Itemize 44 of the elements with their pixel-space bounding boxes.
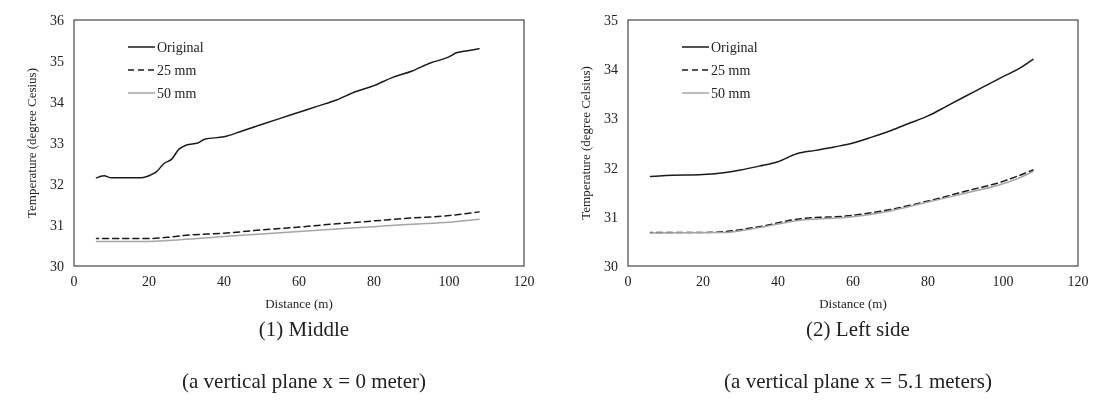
y-tick-label: 30 bbox=[604, 259, 618, 274]
y-tick-label: 34 bbox=[50, 95, 64, 110]
text: (a vertical plane x = 0 meter) bbox=[182, 369, 426, 393]
text: (a vertical plane x = 5.1 meters) bbox=[724, 369, 992, 393]
y-tick-label: 34 bbox=[604, 62, 618, 78]
x-tick-label: 60 bbox=[292, 274, 306, 289]
x-tick-label: 100 bbox=[992, 274, 1014, 289]
y-tick-label: 32 bbox=[50, 177, 64, 192]
x-tick-label: 80 bbox=[921, 274, 935, 289]
y-tick-label: 33 bbox=[604, 111, 618, 127]
x-tick-label: 20 bbox=[142, 274, 156, 289]
y-tick-label: 31 bbox=[604, 209, 618, 225]
line-series bbox=[649, 58, 1034, 178]
legend-label: 50 mm bbox=[711, 86, 751, 101]
line-series bbox=[95, 218, 480, 243]
legend-label: Original bbox=[157, 40, 204, 55]
x-tick-label: 60 bbox=[846, 274, 860, 289]
y-tick-label: 35 bbox=[50, 54, 64, 69]
y-tick-label: 30 bbox=[50, 259, 64, 274]
y-tick-label: 32 bbox=[604, 160, 618, 176]
text: (2) Left side bbox=[806, 317, 910, 341]
legend-label: 25 mm bbox=[157, 63, 197, 78]
text: (1) Middle bbox=[258, 317, 350, 341]
x-axis-title: Distance (m) bbox=[265, 296, 333, 311]
y-tick-label: 31 bbox=[50, 218, 64, 233]
y-tick-label: 33 bbox=[50, 136, 64, 151]
line-series bbox=[95, 211, 480, 240]
x-tick-label: 120 bbox=[513, 274, 535, 289]
x-tick-label: 0 bbox=[70, 274, 78, 289]
y-axis-title: Temperature (degree Celsius) bbox=[578, 66, 593, 220]
legend-label: 50 mm bbox=[157, 86, 197, 101]
x-tick-label: 40 bbox=[217, 274, 231, 289]
y-tick-label: 36 bbox=[50, 13, 64, 28]
x-tick-label: 120 bbox=[1067, 274, 1089, 289]
x-tick-label: 80 bbox=[367, 274, 381, 289]
legend-label: Original bbox=[711, 40, 758, 55]
x-tick-label: 0 bbox=[624, 274, 632, 289]
x-tick-label: 40 bbox=[771, 274, 785, 289]
x-axis-title: Distance (m) bbox=[819, 296, 887, 311]
x-tick-label: 20 bbox=[696, 274, 710, 289]
legend-label: 25 mm bbox=[711, 63, 751, 78]
y-tick-label: 35 bbox=[604, 13, 618, 28]
y-axis-title: Temperature (degree Cesius) bbox=[24, 68, 39, 218]
x-tick-label: 100 bbox=[438, 274, 460, 289]
